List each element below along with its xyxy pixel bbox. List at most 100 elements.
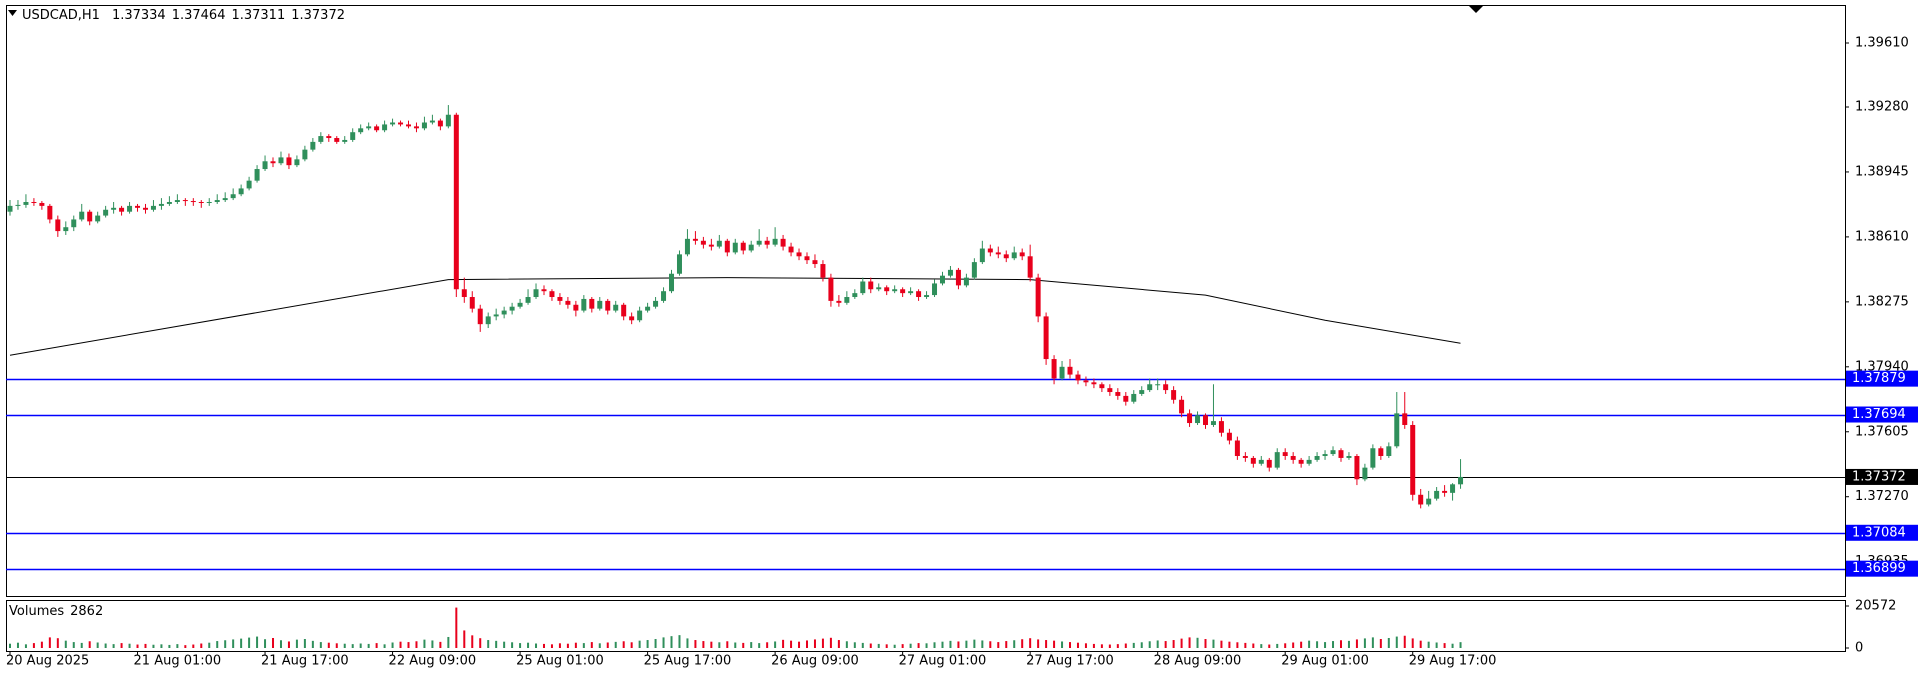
volume-bar (646, 640, 649, 648)
y-tick-label: 1.37270 (1855, 489, 1909, 504)
volume-bar (1220, 640, 1223, 648)
candle-body (1434, 490, 1440, 499)
volume-bar (582, 643, 585, 648)
volume-bar (909, 643, 912, 648)
symbol: USDCAD,H1 (22, 8, 100, 23)
candle-body (294, 159, 300, 166)
volume-bar (503, 641, 506, 648)
volume-bar (1084, 643, 1087, 648)
candle-body (844, 297, 850, 303)
volume-bar (1148, 641, 1151, 648)
volume-bar (471, 635, 474, 648)
candle-body (1354, 456, 1360, 480)
volume-bar (311, 640, 314, 648)
volume-bar (1108, 644, 1111, 648)
candle-body (485, 316, 491, 325)
volume-title: Volumes 2862 (9, 604, 103, 619)
volume-bar (303, 639, 306, 648)
volume-bar (1204, 639, 1207, 648)
volume-bar (614, 641, 617, 648)
candle-body (684, 238, 690, 255)
ohlc-value: 1.37311 (231, 8, 285, 23)
candle-body (1187, 413, 1193, 424)
candle-body (676, 254, 682, 274)
candle-body (55, 219, 61, 232)
level-box (1846, 406, 1918, 423)
volume-bar (702, 641, 705, 648)
candle-body (1043, 316, 1049, 360)
candle-body (1003, 254, 1009, 259)
volume-name: Volumes (9, 604, 64, 619)
volume-bar (104, 643, 107, 648)
candle-body (310, 141, 316, 150)
candle-body (1139, 390, 1145, 394)
volume-bar (264, 639, 267, 648)
candle-body (95, 215, 101, 222)
volume-bar (662, 637, 665, 648)
candle-body (987, 248, 993, 253)
candle-body (421, 122, 427, 129)
volume-bar (1124, 643, 1127, 648)
candle-body (1011, 252, 1017, 259)
volume-bar (1005, 641, 1008, 648)
volume-bar (479, 638, 482, 648)
volume-bar (694, 640, 697, 648)
candle-body (158, 203, 164, 206)
volume-bar (550, 644, 553, 648)
volume-bar (1459, 642, 1462, 648)
candle-body (1163, 384, 1169, 391)
volume-bar (1156, 640, 1159, 648)
volume-bar (495, 640, 498, 648)
ohlc-value: 1.37334 (112, 8, 166, 23)
volume-bar (670, 636, 673, 648)
volume-bar (1308, 640, 1311, 648)
candle-body (772, 238, 778, 245)
y-tick-label: 1.38610 (1855, 229, 1909, 244)
volume-bar (1419, 640, 1422, 648)
volume-bar (200, 643, 203, 648)
candle-body (1410, 424, 1416, 495)
candle-body (127, 205, 133, 212)
candle-body (350, 132, 356, 140)
candle-body (334, 138, 340, 142)
candle-body (533, 289, 539, 298)
volume-bar (1379, 639, 1382, 648)
candle-body (1458, 476, 1464, 485)
volume-bar (829, 637, 832, 648)
candle-body (1210, 421, 1216, 425)
candle-body (756, 240, 762, 245)
volume-bar (439, 641, 442, 648)
candle-body (1402, 413, 1408, 425)
volume-bar (1029, 638, 1032, 648)
volume-bar (136, 644, 139, 648)
candle-body (445, 114, 451, 127)
volume-bar (415, 641, 418, 648)
volume-bar (176, 644, 179, 648)
volume-bar (367, 643, 370, 648)
candle-body (1059, 366, 1065, 379)
candle-body (87, 211, 93, 222)
candle-body (1346, 456, 1352, 458)
candle-body (1179, 399, 1185, 414)
candle-body (23, 202, 29, 205)
volume-bar (64, 640, 67, 648)
candle-body (1298, 459, 1304, 464)
volume-bar (981, 640, 984, 648)
volume-bar (1284, 643, 1287, 648)
candle-body (669, 273, 675, 292)
volume-bar (989, 641, 992, 648)
candle-body (1330, 450, 1336, 455)
candle-body (1450, 484, 1456, 493)
x-tick-label: 22 Aug 09:00 (389, 654, 477, 669)
candle-body (47, 205, 53, 220)
candle-body (1067, 366, 1073, 375)
volume-bar (1228, 641, 1231, 648)
volume-bar (351, 644, 354, 648)
volume-bar (248, 637, 251, 648)
candle-body (198, 202, 204, 203)
volume-bar (9, 643, 11, 648)
candle-body (501, 310, 507, 315)
x-tick-label: 25 Aug 17:00 (644, 654, 732, 669)
volume-bar (208, 642, 211, 648)
